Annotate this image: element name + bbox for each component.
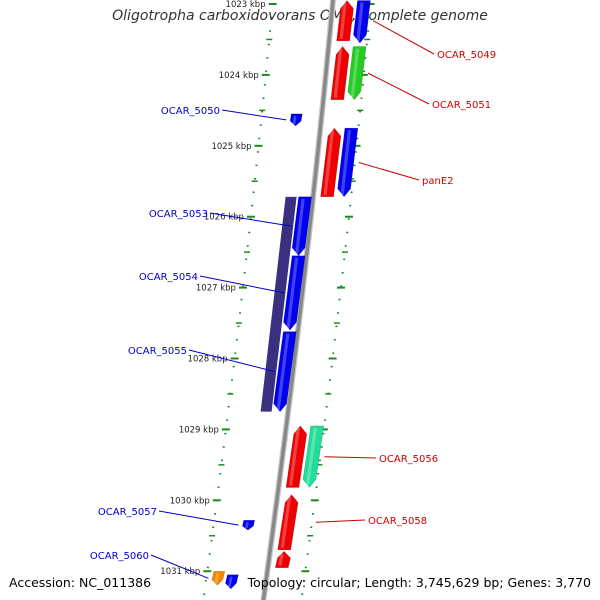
gene-ocar-5055 [273, 331, 297, 413]
gene-ocar-5056-shine [288, 427, 301, 486]
inner-tick-ring [202, 0, 275, 600]
tick-label: 1028 kbp [188, 355, 228, 365]
label-leader [199, 275, 285, 294]
gene-unlabeled [337, 127, 359, 198]
gene-unlabeled [353, 0, 371, 44]
gene-unlabeled [225, 574, 239, 590]
label-leader [221, 109, 287, 121]
tick-label: 1025 kbp [211, 142, 251, 152]
gene-ocar-5060 [211, 570, 226, 586]
gene-unlabeled-shine [278, 553, 284, 566]
operon-block [260, 196, 297, 412]
gene-label: OCAR_5054 [139, 272, 198, 283]
tick-label: 1029 kbp [179, 425, 219, 435]
gene-unlabeled-shine [305, 427, 318, 486]
tick-label: 1027 kbp [196, 284, 236, 294]
gene-unlabeled-shine [350, 48, 360, 98]
gene-ocar-5051-shine [333, 48, 343, 98]
gene-unlabeled-shine [227, 576, 233, 588]
gene-ocar-5050 [289, 113, 303, 127]
gene-ocar-5060-shine [214, 572, 220, 584]
gene-unlabeled [302, 425, 325, 488]
label-leader [324, 456, 377, 459]
gene-ocar-5058 [277, 494, 299, 551]
gene-unlabeled-shine [340, 129, 352, 196]
gene-label: OCAR_5051 [432, 100, 491, 111]
label-leader [315, 519, 366, 523]
tick-label: 1024 kbp [219, 71, 259, 81]
gene-ocar-5054-shine [286, 257, 299, 329]
gene-unlabeled [347, 46, 367, 101]
gene-label: OCAR_5050 [161, 106, 220, 117]
label-leader [372, 20, 435, 55]
backbone [261, 0, 335, 600]
gene-ocar-5049 [336, 0, 354, 42]
topology-summary: Topology: circular; Length: 3,745,629 bp… [247, 575, 591, 590]
gene-unlabeled-shine [356, 2, 364, 42]
gene-unlabeled [274, 550, 291, 568]
gene-ocar-5051 [330, 46, 350, 100]
label-leader [367, 72, 430, 105]
gene-ocar-5053-shine [295, 198, 305, 254]
gene-label: panE2 [422, 176, 454, 187]
gene-ocar-5055-shine [276, 333, 290, 410]
gene-pane2 [320, 127, 342, 198]
tick-label: 1026 kbp [204, 213, 244, 223]
gene-label: OCAR_5060 [90, 551, 149, 562]
gene-label: OCAR_5056 [379, 454, 438, 465]
gene-label: OCAR_5058 [368, 516, 427, 527]
gene-pane2-shine [323, 129, 335, 196]
outer-tick-ring [300, 0, 373, 600]
gene-ocar-5054 [283, 255, 306, 331]
tick-label: 1023 kbp [226, 0, 266, 10]
gene-label: OCAR_5049 [437, 50, 496, 61]
label-leader [358, 161, 420, 181]
gene-ocar-5057-shine [244, 521, 249, 529]
gene-label: OCAR_5055 [128, 346, 187, 357]
gene-ocar-5053 [291, 196, 312, 257]
gene-ocar-5050-shine [292, 115, 297, 125]
gene-ocar-5057 [242, 519, 256, 531]
label-leader [209, 212, 292, 227]
map-title: Oligotropha carboxidovorans OM5, complet… [112, 8, 488, 24]
label-leader [150, 554, 209, 579]
tick-label: 1030 kbp [170, 496, 210, 506]
gene-ocar-5056 [285, 425, 308, 488]
gene-ocar-5049-shine [339, 2, 347, 40]
gene-label: OCAR_5057 [98, 507, 157, 518]
tick-label: 1031 kbp [160, 567, 200, 577]
label-leader [158, 510, 239, 526]
gene-ocar-5058-shine [280, 496, 292, 549]
accession-text: Accession: NC_011386 [9, 575, 152, 590]
gene-label: OCAR_5053 [149, 209, 208, 220]
label-leader [188, 349, 276, 373]
